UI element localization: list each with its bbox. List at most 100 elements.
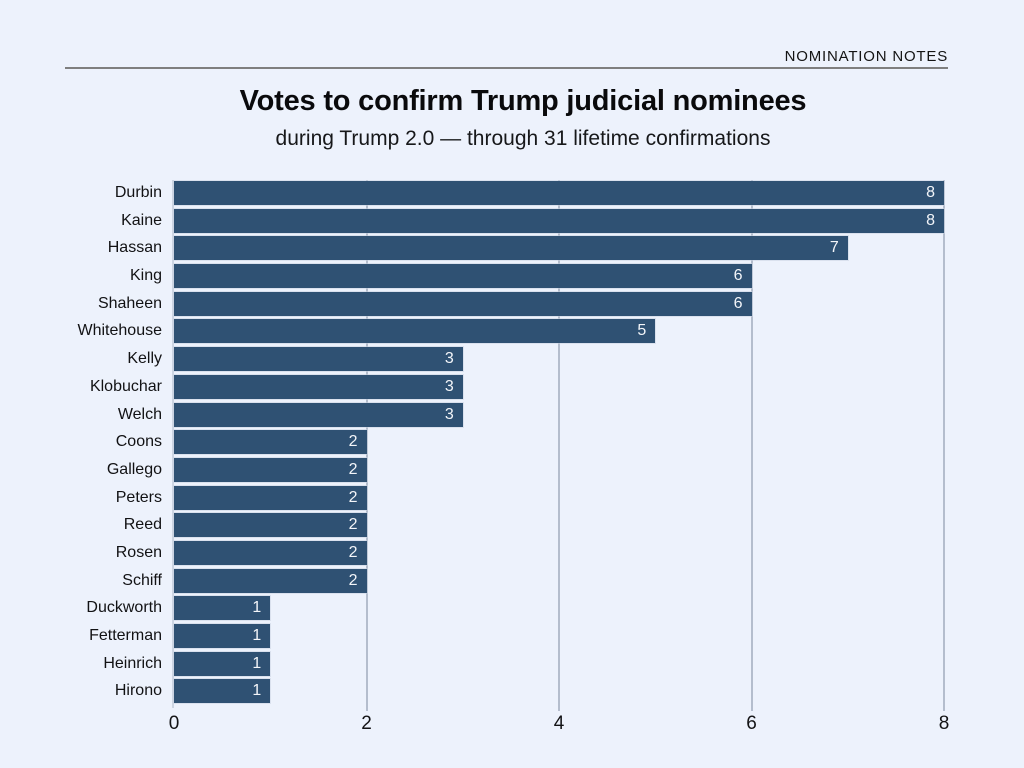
y-label-row: Peters xyxy=(0,486,162,514)
bar-value-label: 3 xyxy=(444,377,454,395)
y-axis-label: Fetterman xyxy=(89,627,162,644)
y-label-row: King xyxy=(0,264,162,292)
chart-subtitle: during Trump 2.0 — through 31 lifetime c… xyxy=(275,127,771,150)
y-axis-label: Kelly xyxy=(127,350,162,368)
bar-heinrich: 1 xyxy=(174,651,271,676)
bar-row: 6 xyxy=(174,264,944,292)
y-axis-label: Duckworth xyxy=(86,599,162,617)
bar-hassan: 7 xyxy=(174,236,848,261)
y-axis-label: Coons xyxy=(115,433,162,451)
y-label-row: Gallego xyxy=(0,458,162,486)
y-axis-label: Schiff xyxy=(122,571,162,589)
bar-king: 6 xyxy=(174,264,752,289)
bar-row: 3 xyxy=(174,374,944,403)
bar-row: 1 xyxy=(174,596,944,624)
bar-row: 2 xyxy=(174,430,944,458)
header-rule xyxy=(65,67,948,69)
bar-shaheen: 6 xyxy=(174,291,752,316)
bar-value-label: 5 xyxy=(637,322,647,340)
bar-row: 2 xyxy=(174,485,944,514)
y-label-row: Duckworth xyxy=(0,596,162,624)
bar-coons: 2 xyxy=(174,430,367,455)
y-label-row: Kelly xyxy=(0,347,162,375)
gridline-2 xyxy=(365,180,368,711)
y-label-row: Rosen xyxy=(0,541,162,569)
bar-fetterman: 1 xyxy=(174,624,271,648)
y-axis-label: Hassan xyxy=(107,239,162,257)
y-label-row: Kaine xyxy=(0,209,162,237)
bar-value-label: 3 xyxy=(444,405,454,423)
gridline-layer xyxy=(174,180,945,711)
y-label-row: Heinrich xyxy=(0,652,162,680)
bar-value-label: 7 xyxy=(829,239,839,257)
y-axis-label: Reed xyxy=(123,516,162,534)
bar-row: 8 xyxy=(174,181,944,209)
gridline-8 xyxy=(943,180,945,711)
bar-reed: 2 xyxy=(174,513,367,538)
y-axis-label: Welch xyxy=(117,405,162,423)
bar-rosen: 2 xyxy=(174,540,367,565)
gridline-4 xyxy=(558,180,560,711)
bar-row: 7 xyxy=(174,236,944,264)
bar-chart: 8 8 7 6 6 5 3 3 3 2 2 2 2 2 2 1 1 1 1 xyxy=(174,181,944,707)
x-axis-tick-label: 2 xyxy=(361,713,372,734)
bar-value-label: 2 xyxy=(348,571,358,589)
bar-value-label: 3 xyxy=(444,350,454,368)
bar-row: 5 xyxy=(174,319,944,347)
bar-row: 8 xyxy=(174,208,944,237)
bar-welch: 3 xyxy=(174,402,463,427)
bar-value-label: 6 xyxy=(733,294,743,312)
bar-gallego: 2 xyxy=(174,457,367,482)
y-label-row: Coons xyxy=(0,430,162,458)
x-axis-zero-line xyxy=(172,180,174,708)
bar-peters: 2 xyxy=(174,485,367,510)
bar-row: 1 xyxy=(174,679,944,707)
bar-value-label: 1 xyxy=(252,599,262,617)
bar-value-label: 2 xyxy=(348,516,358,534)
bar-value-label: 2 xyxy=(348,543,358,561)
bar-duckworth: 1 xyxy=(174,596,271,621)
y-axis-label: Peters xyxy=(115,488,162,506)
y-label-row: Hirono xyxy=(0,679,162,707)
chart-title: Votes to confirm Trump judicial nominees xyxy=(239,85,807,117)
brand-text: NOMINATION NOTES xyxy=(784,48,948,65)
y-label-row: Shaheen xyxy=(0,292,162,320)
gridline-6 xyxy=(750,180,753,711)
bar-whitehouse: 5 xyxy=(174,319,656,344)
bar-durbin: 8 xyxy=(174,181,944,205)
bar-kaine: 8 xyxy=(174,208,944,233)
x-axis-ticks: 0 2 4 6 8 xyxy=(0,713,1024,739)
bar-schiff: 2 xyxy=(174,568,367,593)
bar-value-label: 2 xyxy=(348,460,358,478)
y-axis-label: Shaheen xyxy=(97,294,162,312)
bar-value-label: 1 xyxy=(252,654,262,672)
y-label-row: Welch xyxy=(0,403,162,431)
bar-klobuchar: 3 xyxy=(174,374,463,399)
y-axis-label: Klobuchar xyxy=(89,377,162,395)
y-axis-label: Rosen xyxy=(115,543,162,561)
y-axis-label: Hirono xyxy=(114,682,162,700)
bar-value-label: 8 xyxy=(926,211,935,229)
bar-hirono: 1 xyxy=(174,679,271,704)
bar-kelly: 3 xyxy=(174,347,463,372)
bar-value-label: 2 xyxy=(348,488,358,506)
y-label-row: Durbin xyxy=(0,181,162,209)
y-label-row: Reed xyxy=(0,513,162,541)
bar-row: 3 xyxy=(174,347,944,375)
x-axis-tick-label: 8 xyxy=(938,713,950,734)
bar-row: 2 xyxy=(174,568,944,597)
y-label-row: Schiff xyxy=(0,569,162,597)
bar-value-label: 8 xyxy=(926,184,935,201)
bar-row: 1 xyxy=(174,624,944,652)
x-axis-tick-label: 4 xyxy=(553,713,565,734)
bar-row: 2 xyxy=(174,540,944,569)
y-label-row: Whitehouse xyxy=(0,319,163,347)
bar-row: 6 xyxy=(174,291,944,320)
bar-value-label: 6 xyxy=(733,267,743,285)
bar-row: 3 xyxy=(174,402,944,431)
x-axis-tick-label: 6 xyxy=(746,713,757,734)
bar-row: 1 xyxy=(174,651,944,680)
x-axis-tick-label: 0 xyxy=(168,713,180,734)
y-axis-label: Whitehouse xyxy=(77,322,163,340)
